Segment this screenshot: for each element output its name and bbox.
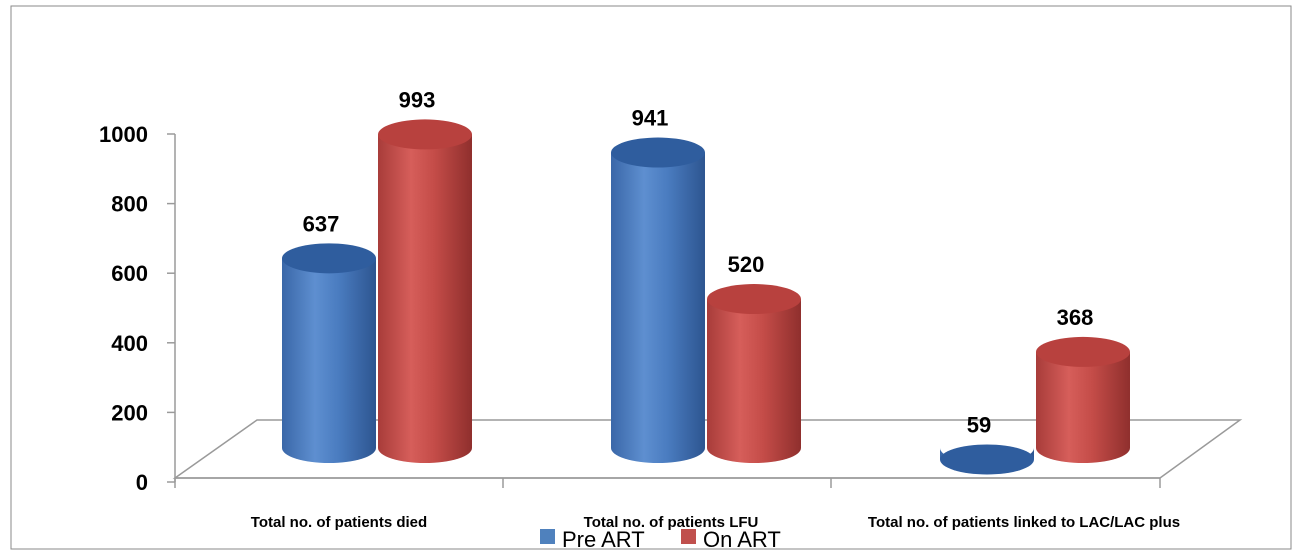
bar-top [611, 137, 705, 168]
y-tick-label: 600 [111, 261, 148, 286]
legend-label-pre-art: Pre ART [562, 527, 645, 550]
bar-on-art [1036, 336, 1130, 463]
y-tick-label: 0 [136, 470, 148, 495]
bar-pre-art [282, 243, 376, 463]
bar-body [611, 152, 705, 464]
bar-top [378, 119, 472, 150]
data-label: 637 [303, 211, 340, 236]
data-labels: 637 993 941 520 59 368 [303, 87, 1094, 437]
y-ticks: 0 200 400 600 800 1000 [99, 122, 175, 495]
bar-on-art [378, 119, 472, 463]
category-label: Total no. of patients LFU [584, 514, 759, 531]
category-label: Total no. of patients linked to LAC/LAC … [868, 514, 1180, 531]
data-label: 368 [1057, 305, 1094, 330]
data-label: 993 [399, 87, 436, 112]
bar-body [1036, 351, 1130, 463]
legend-swatch-pre-art [540, 529, 555, 544]
y-tick-label: 200 [111, 400, 148, 425]
category-labels: Total no. of patients died Total no. of p… [251, 514, 1180, 531]
bar-pre-art [611, 137, 705, 464]
y-tick-label: 800 [111, 192, 148, 217]
bar-on-art [707, 284, 801, 463]
bar-body [707, 299, 801, 463]
legend: Pre ART On ART [540, 527, 781, 550]
bar-pre-art [940, 444, 1034, 475]
legend-swatch-on-art [681, 529, 696, 544]
legend-label-on-art: On ART [703, 527, 781, 550]
bar-top [282, 243, 376, 274]
y-tick-label: 400 [111, 331, 148, 356]
bar-body [282, 258, 376, 463]
y-tick-label: 1000 [99, 122, 148, 147]
bar-top [707, 284, 801, 315]
data-label: 59 [967, 412, 991, 437]
data-label: 941 [632, 106, 669, 131]
bar-body [378, 134, 472, 463]
bar-top [1036, 336, 1130, 367]
data-label: 520 [728, 252, 765, 277]
x-ticks [174, 478, 1161, 488]
bar-top [940, 444, 1034, 475]
bars [282, 119, 1130, 475]
category-label: Total no. of patients died [251, 514, 427, 531]
